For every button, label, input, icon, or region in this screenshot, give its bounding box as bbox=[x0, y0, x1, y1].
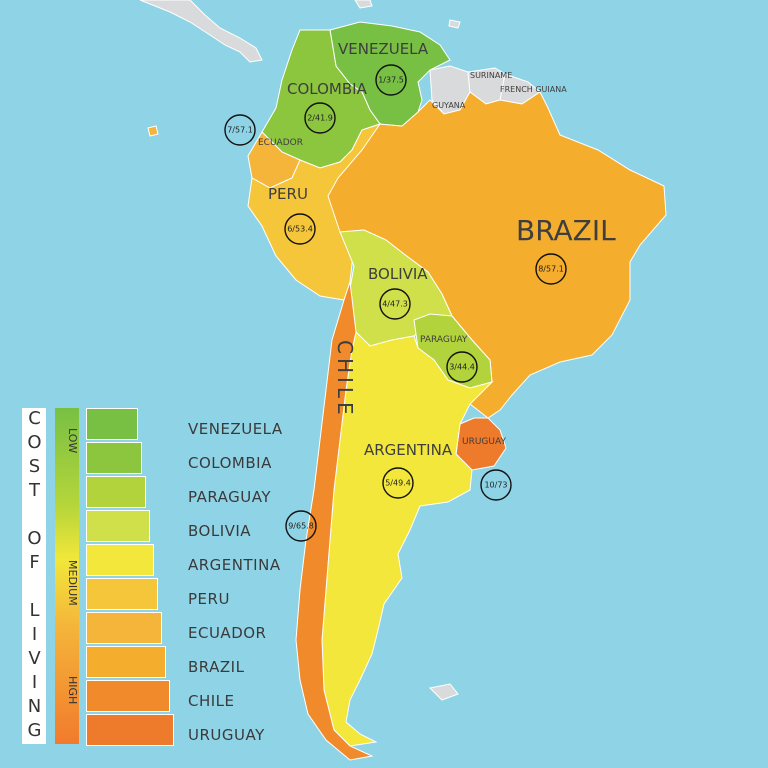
rank-circle bbox=[446, 351, 478, 383]
label-paraguay: PARAGUAY bbox=[420, 335, 468, 345]
label-bolivia: BOLIVIA bbox=[368, 265, 428, 283]
rank-text: 5/49.4 bbox=[385, 479, 411, 488]
legend-label-brazil: BRAZIL bbox=[188, 658, 245, 676]
legend-swatch-colombia bbox=[86, 442, 142, 474]
cost-gradient-bar bbox=[55, 408, 79, 744]
rank-circle bbox=[304, 102, 336, 134]
rank-marker-argentina: 5/49.4 bbox=[382, 467, 414, 499]
rank-circle bbox=[480, 469, 512, 501]
rank-circle bbox=[379, 288, 411, 320]
label-french-guiana: FRENCH GUIANA bbox=[500, 85, 567, 94]
rank-text: 3/44.4 bbox=[449, 363, 475, 372]
scale-label-high: HIGH bbox=[66, 676, 79, 705]
rank-circle bbox=[285, 510, 317, 542]
label-colombia: COLOMBIA bbox=[287, 80, 368, 98]
caribbean-island bbox=[354, 0, 373, 9]
caribbean-island-east bbox=[448, 19, 461, 29]
legend-swatch-peru bbox=[86, 578, 158, 610]
rank-text: 2/41.9 bbox=[307, 114, 333, 123]
label-venezuela: VENEZUELA bbox=[338, 40, 429, 58]
label-argentina: ARGENTINA bbox=[364, 441, 453, 459]
legend-label-bolivia: BOLIVIA bbox=[188, 522, 252, 540]
label-chile: CHILE bbox=[333, 340, 357, 419]
rank-circle bbox=[382, 467, 414, 499]
label-brazil: BRAZIL bbox=[516, 214, 616, 247]
rank-text: 4/47.3 bbox=[382, 300, 408, 309]
rank-marker-ecuador: 7/57.1 bbox=[224, 114, 256, 146]
peru-land bbox=[247, 123, 382, 301]
legend-label-ecuador: ECUADOR bbox=[188, 624, 267, 642]
rank-circle bbox=[284, 213, 316, 245]
legend-swatch-brazil bbox=[86, 646, 166, 678]
legend-swatch-venezuela bbox=[86, 408, 138, 440]
rank-marker-paraguay: 3/44.4 bbox=[446, 351, 478, 383]
legend-title-background bbox=[22, 408, 46, 744]
legend-label-venezuela: VENEZUELA bbox=[188, 420, 283, 438]
legend-swatch-argentina bbox=[86, 544, 154, 576]
rank-marker-venezuela: 1/37.5 bbox=[375, 64, 407, 96]
rank-circle bbox=[375, 64, 407, 96]
label-guyana: GUYANA bbox=[432, 101, 466, 110]
legend-swatch-chile bbox=[86, 680, 170, 712]
legend-label-peru: PERU bbox=[188, 590, 230, 608]
legend-label-uruguay: URUGUAY bbox=[188, 726, 265, 744]
legend-swatch-bolivia bbox=[86, 510, 150, 542]
rank-circle bbox=[224, 114, 256, 146]
legend-label-colombia: COLOMBIA bbox=[188, 454, 272, 472]
falkland-islands bbox=[428, 683, 459, 701]
legend-swatch-uruguay bbox=[86, 714, 174, 746]
legend-swatch-ecuador bbox=[86, 612, 162, 644]
rank-marker-colombia: 2/41.9 bbox=[304, 102, 336, 134]
rank-marker-bolivia: 4/47.3 bbox=[379, 288, 411, 320]
legend-title: COST OF LIVING bbox=[24, 408, 45, 744]
rank-text: 6/53.4 bbox=[287, 225, 313, 234]
legend-label-paraguay: PARAGUAY bbox=[188, 488, 272, 506]
rank-text: 7/57.1 bbox=[227, 126, 253, 135]
rank-marker-peru: 6/53.4 bbox=[284, 213, 316, 245]
rank-text: 10/73 bbox=[484, 481, 507, 490]
scale-label-low: LOW bbox=[66, 428, 79, 454]
legend-swatch-paraguay bbox=[86, 476, 146, 508]
chile-land bbox=[295, 281, 374, 761]
scale-label-medium: MEDIUM bbox=[66, 560, 79, 606]
central-america-land bbox=[139, 0, 263, 63]
rank-marker-chile: 9/65.8 bbox=[285, 510, 317, 542]
rank-text: 9/65.8 bbox=[288, 522, 314, 531]
rank-text: 8/57.1 bbox=[538, 265, 564, 274]
legend-label-chile: CHILE bbox=[188, 692, 235, 710]
legend-label-argentina: ARGENTINA bbox=[188, 556, 281, 574]
galapagos-island bbox=[147, 125, 159, 137]
rank-marker-uruguay: 10/73 bbox=[480, 469, 512, 501]
rank-circle bbox=[535, 253, 567, 285]
rank-marker-brazil: 8/57.1 bbox=[535, 253, 567, 285]
rank-text: 1/37.5 bbox=[378, 76, 404, 85]
label-uruguay: URUGUAY bbox=[462, 437, 506, 447]
label-ecuador: ECUADOR bbox=[258, 138, 303, 148]
label-peru: PERU bbox=[268, 185, 308, 203]
label-suriname: SURINAME bbox=[470, 71, 512, 80]
